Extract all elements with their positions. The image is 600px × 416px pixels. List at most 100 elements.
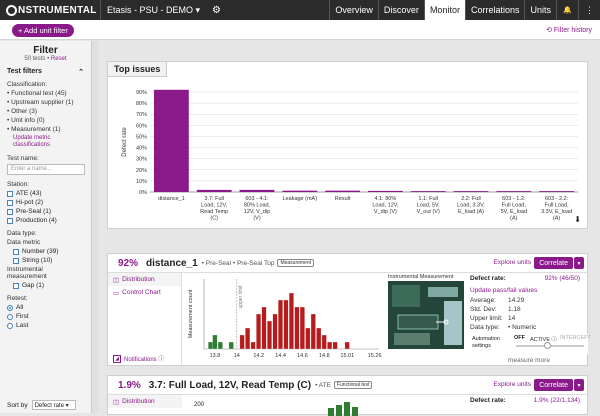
checkbox-label: String (10)	[22, 257, 53, 264]
retest-all-radio[interactable]: All	[7, 304, 84, 311]
correlate-dropdown[interactable]: ▾	[574, 379, 584, 391]
bar	[368, 190, 403, 192]
station-production-checkbox[interactable]: Production (4)	[7, 217, 84, 224]
gear-icon[interactable]: ⚙	[212, 4, 221, 16]
y-tick-label: 80%	[136, 101, 147, 107]
retest-first-radio[interactable]: First	[7, 313, 84, 320]
histogram-bar	[217, 341, 223, 350]
correlate-dropdown[interactable]: ▾	[574, 257, 584, 269]
histogram-bar	[288, 292, 294, 350]
sidebar-scrollbar[interactable]	[92, 41, 98, 413]
checkbox-icon	[7, 190, 13, 197]
tab-distribution[interactable]: ◫ Distribution	[108, 273, 181, 286]
classification-unit-info[interactable]: • Unit info (0)	[7, 117, 45, 124]
bar	[539, 191, 574, 192]
x-tick-label: 5V, E_load	[501, 209, 527, 215]
add-unit-filter-button[interactable]: + Add unit filter	[12, 24, 74, 37]
download-icon[interactable]: ⬇	[574, 215, 581, 224]
checkbox-label: ATE (43)	[16, 190, 42, 197]
radio-label: First	[16, 313, 29, 320]
classification-upstream[interactable]: • Upstream supplier (1)	[7, 99, 74, 106]
station-label: Station:	[7, 181, 30, 188]
x-tick-label: Leakage (mA)	[283, 196, 318, 202]
instrumental-logo[interactable]: NSTRUMENTAL	[0, 4, 100, 16]
tab-units[interactable]: Units	[524, 0, 556, 20]
checkbox-label: Gap (1)	[22, 282, 45, 289]
test-name[interactable]: distance_1	[146, 257, 198, 269]
measurement-image[interactable]	[388, 281, 464, 349]
histogram-bar	[250, 341, 256, 350]
x-tick-label: 14.8	[319, 353, 330, 359]
retest-last-radio[interactable]: Last	[7, 322, 84, 329]
test-name-input[interactable]: Enter a name...	[7, 164, 85, 175]
reset-link[interactable]: Reset	[50, 56, 67, 62]
x-tick-label: 12V, V_dip	[244, 209, 270, 215]
checkbox-label: Production (4)	[16, 217, 57, 224]
sort-by-select[interactable]: Defect rate ▾	[31, 400, 76, 410]
tab-label: Control Chart	[122, 289, 161, 296]
test-name[interactable]: 3.7: Full Load, 12V, Read Temp (C)	[148, 379, 312, 391]
correlate-button[interactable]: Correlate	[534, 257, 573, 269]
filter-title: Filter	[33, 45, 58, 56]
tab-control-chart[interactable]: ▭ Control Chart	[108, 286, 181, 299]
automation-intercept[interactable]: INTERCEPT	[560, 335, 592, 341]
x-tick-label: 14.2	[253, 353, 264, 359]
tab-overview[interactable]: Overview	[329, 0, 378, 20]
number-checkbox[interactable]: Number (39)	[7, 248, 84, 255]
string-checkbox[interactable]: String (10)	[7, 257, 84, 264]
station-ate-checkbox[interactable]: ATE (43)	[7, 190, 84, 197]
filter-count: 50 tests • Reset	[24, 56, 67, 62]
classification-functional[interactable]: • Functional test (45)	[7, 90, 67, 97]
defect-percent: 1.9%	[118, 379, 141, 391]
stat-row: Std. Dev: 1.18	[470, 306, 588, 313]
bar	[496, 191, 532, 192]
bell-icon[interactable]: 🔔	[556, 0, 578, 20]
measurement-badge: Measurement	[277, 259, 315, 267]
classification-other[interactable]: • Other (3)	[7, 108, 38, 115]
checkbox-icon	[7, 199, 13, 206]
histogram-bar	[294, 306, 300, 350]
automation-off[interactable]: OFF	[514, 335, 525, 341]
x-tick-label: distance_1	[158, 196, 185, 202]
menu-icon[interactable]: ⋮	[578, 0, 600, 20]
explore-units-link[interactable]: Explore units	[493, 381, 531, 388]
y-tick-label: 20%	[136, 168, 147, 174]
collapse-icon[interactable]: ⌃	[78, 69, 84, 76]
defect-rate-value: 92% (46/50)	[544, 275, 580, 282]
measure-more-link[interactable]: measure more	[508, 357, 550, 364]
instrumental-measurement-label: Instrumental measurement	[7, 266, 47, 280]
tab-distribution[interactable]: ◫ Distribution	[108, 395, 182, 408]
stat-value: 14	[508, 315, 516, 322]
tab-monitor[interactable]: Monitor	[423, 0, 465, 20]
tab-discover[interactable]: Discover	[377, 0, 424, 20]
project-selector[interactable]: Etasis - PSU - DEMO ▾	[100, 0, 200, 20]
histogram-bar	[256, 313, 262, 350]
y-tick-label: 70%	[136, 112, 147, 118]
notifications-link[interactable]: ◢ Notifications ⓘ	[113, 354, 164, 363]
station-preseal-checkbox[interactable]: Pre-Seal (1)	[7, 208, 84, 215]
top-bar: NSTRUMENTAL Etasis - PSU - DEMO ▾ ⚙ Over…	[0, 0, 600, 20]
bar	[282, 190, 318, 192]
defect-rate-label: Defect rate:	[470, 275, 506, 282]
classification-measurement[interactable]: • Measurement (1)	[7, 126, 61, 133]
test-filters-header[interactable]: Test filters ⌃	[7, 68, 84, 76]
test-stats-panel: Defect rate: 92% (46/50) Update pass/fail…	[470, 275, 588, 333]
update-pass-fail-link[interactable]: Update pass/fail values	[470, 287, 538, 294]
explore-units-link[interactable]: Explore units	[493, 259, 531, 266]
gap-checkbox[interactable]: Gap (1)	[7, 282, 84, 289]
tab-correlations[interactable]: Correlations	[464, 0, 525, 20]
main-nav: Overview Discover Monitor Correlations U…	[329, 0, 600, 20]
automation-slider-knob[interactable]	[544, 342, 551, 349]
update-classifications-link[interactable]: Update metric classifications	[13, 135, 51, 148]
filter-sidebar: Filter 50 tests • Reset Test filters ⌃ Cl…	[0, 41, 92, 413]
bar	[410, 191, 446, 192]
filter-history-link[interactable]: ⟲ Filter history	[546, 27, 592, 34]
station-hipot-checkbox[interactable]: Hi-pot (2)	[7, 199, 84, 206]
distribution-icon: ◫	[113, 398, 120, 406]
histogram-bar	[245, 327, 251, 350]
correlate-button[interactable]: Correlate	[534, 379, 573, 391]
x-tick-label: 80% Load,	[244, 203, 271, 209]
x-tick-label: 13.8	[210, 353, 221, 359]
x-tick-label: (C)	[210, 216, 218, 222]
automation-active[interactable]: ACTIVE ⓘ	[530, 337, 557, 343]
